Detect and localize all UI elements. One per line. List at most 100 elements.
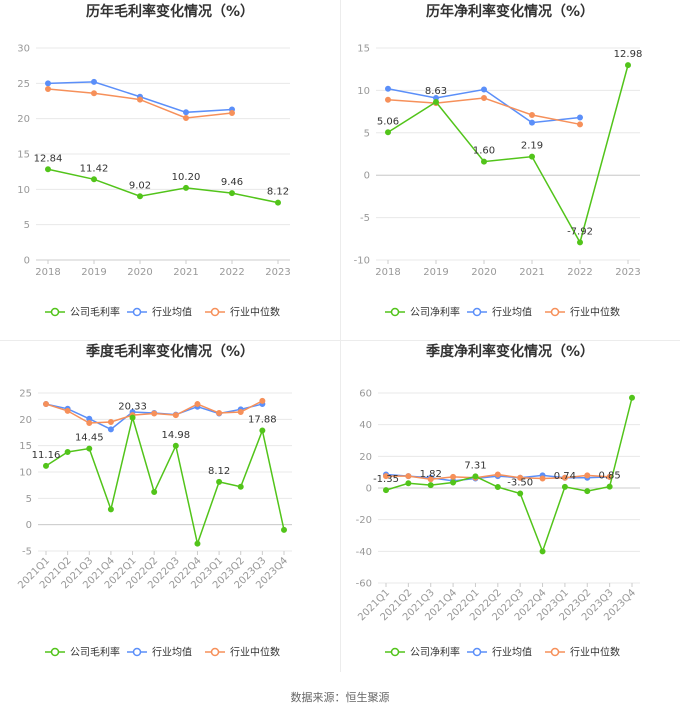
x-tick-label: 2021 xyxy=(519,267,544,278)
legend-label: 行业中位数 xyxy=(230,306,280,319)
data-point xyxy=(561,474,568,481)
data-point xyxy=(275,199,281,206)
data-point xyxy=(629,394,635,401)
y-tick-label: 25 xyxy=(19,389,32,400)
data-point xyxy=(529,153,535,160)
chart-annual-net-margin: 历年净利率变化情况（%） -10 -5 0 5 10 15 2018 2019 2020 2021 2… xyxy=(354,3,643,319)
data-point xyxy=(584,472,591,479)
data-label: 11.16 xyxy=(32,450,61,461)
data-point xyxy=(433,99,439,106)
legend-label: 行业中位数 xyxy=(570,306,620,319)
data-point xyxy=(494,484,501,491)
legend-label: 行业均值 xyxy=(492,646,532,659)
legend-swatch-marker xyxy=(50,307,60,317)
data-point xyxy=(216,478,223,485)
y-tick-label: -5 xyxy=(360,213,370,224)
legend-label: 公司毛利率 xyxy=(70,646,120,659)
data-label: 8.12 xyxy=(208,466,230,477)
data-point xyxy=(91,78,97,85)
data-point xyxy=(259,397,266,404)
data-label: 0.74 xyxy=(554,471,576,482)
legend-swatch-marker xyxy=(390,307,400,317)
panel-divider-horizontal xyxy=(0,340,680,341)
data-point xyxy=(229,110,235,117)
data-point xyxy=(529,119,535,126)
legend-label: 公司净利率 xyxy=(410,646,460,659)
data-label: 20.33 xyxy=(118,402,147,413)
chart-title: 季度毛利率变化情况（%） xyxy=(85,343,254,360)
data-point xyxy=(517,490,524,497)
data-label: 14.45 xyxy=(75,433,104,444)
legend-swatch-marker xyxy=(210,647,220,657)
y-tick-label: 10 xyxy=(19,468,32,479)
y-tick-label: 15 xyxy=(357,44,370,55)
series-line xyxy=(387,87,581,124)
y-tick-label: 30 xyxy=(17,44,30,55)
data-point xyxy=(383,487,389,494)
data-point xyxy=(539,548,546,555)
data-point xyxy=(517,474,524,481)
legend-label: 行业均值 xyxy=(492,306,532,319)
y-tick-label: 20 xyxy=(359,452,372,463)
data-point xyxy=(137,96,143,103)
y-tick-label: 20 xyxy=(17,114,30,125)
data-point xyxy=(64,448,71,455)
data-point xyxy=(481,158,487,165)
data-point xyxy=(494,471,501,478)
data-point xyxy=(481,86,487,93)
data-point xyxy=(137,193,143,200)
legend-swatch-marker xyxy=(472,647,482,657)
data-point xyxy=(86,420,93,427)
data-point xyxy=(577,121,583,128)
data-point xyxy=(43,462,49,469)
data-label: 10.20 xyxy=(172,172,201,183)
y-tick-label: 15 xyxy=(19,441,32,452)
data-point xyxy=(216,410,223,417)
data-point xyxy=(472,473,479,480)
x-tick-label: 2022 xyxy=(219,267,244,278)
data-label: 5.06 xyxy=(377,116,399,127)
series-line xyxy=(385,397,633,554)
data-point xyxy=(107,506,114,513)
data-point xyxy=(64,407,71,414)
series-line xyxy=(47,168,279,204)
data-point xyxy=(172,412,179,419)
data-label: 0.85 xyxy=(599,471,621,482)
chart-annual-gross-margin: 历年毛利率变化情况（%） 0 5 10 15 20 25 30 2018 2019 2020 2021… xyxy=(17,3,290,319)
x-tick-label: 2018 xyxy=(375,267,400,278)
data-point xyxy=(259,427,266,434)
legend-label: 公司毛利率 xyxy=(70,306,120,319)
y-tick-label: -40 xyxy=(356,547,372,558)
panel-divider-vertical xyxy=(340,0,341,672)
y-tick-label: 25 xyxy=(17,79,30,90)
data-point xyxy=(86,445,93,452)
data-point xyxy=(237,483,244,490)
y-tick-label: 5 xyxy=(364,128,370,139)
legend-swatch-marker xyxy=(390,647,400,657)
data-point xyxy=(427,482,434,489)
y-tick-label: 5 xyxy=(24,220,30,231)
legend-label: 行业均值 xyxy=(152,306,192,319)
data-point xyxy=(383,473,389,480)
data-point xyxy=(183,184,189,191)
legend-swatch-marker xyxy=(132,647,142,657)
data-label: 9.02 xyxy=(129,180,151,191)
data-point xyxy=(45,166,51,173)
data-label: 2.19 xyxy=(521,141,543,152)
data-point xyxy=(45,80,51,87)
y-tick-label: 0 xyxy=(366,484,372,495)
y-tick-label: 0 xyxy=(24,256,30,267)
x-tick-label: 2019 xyxy=(423,267,448,278)
data-point xyxy=(584,488,591,495)
x-tick-label: 2023 xyxy=(615,267,640,278)
data-point xyxy=(172,442,179,449)
data-point xyxy=(539,475,546,482)
data-label: 7.31 xyxy=(464,460,486,471)
data-point xyxy=(625,62,631,69)
data-point xyxy=(129,414,136,421)
y-tick-label: -5 xyxy=(22,547,32,558)
data-label: 8.12 xyxy=(267,187,289,198)
legend-label: 公司净利率 xyxy=(410,306,460,319)
data-point xyxy=(45,85,51,92)
y-tick-label: 60 xyxy=(359,389,372,400)
